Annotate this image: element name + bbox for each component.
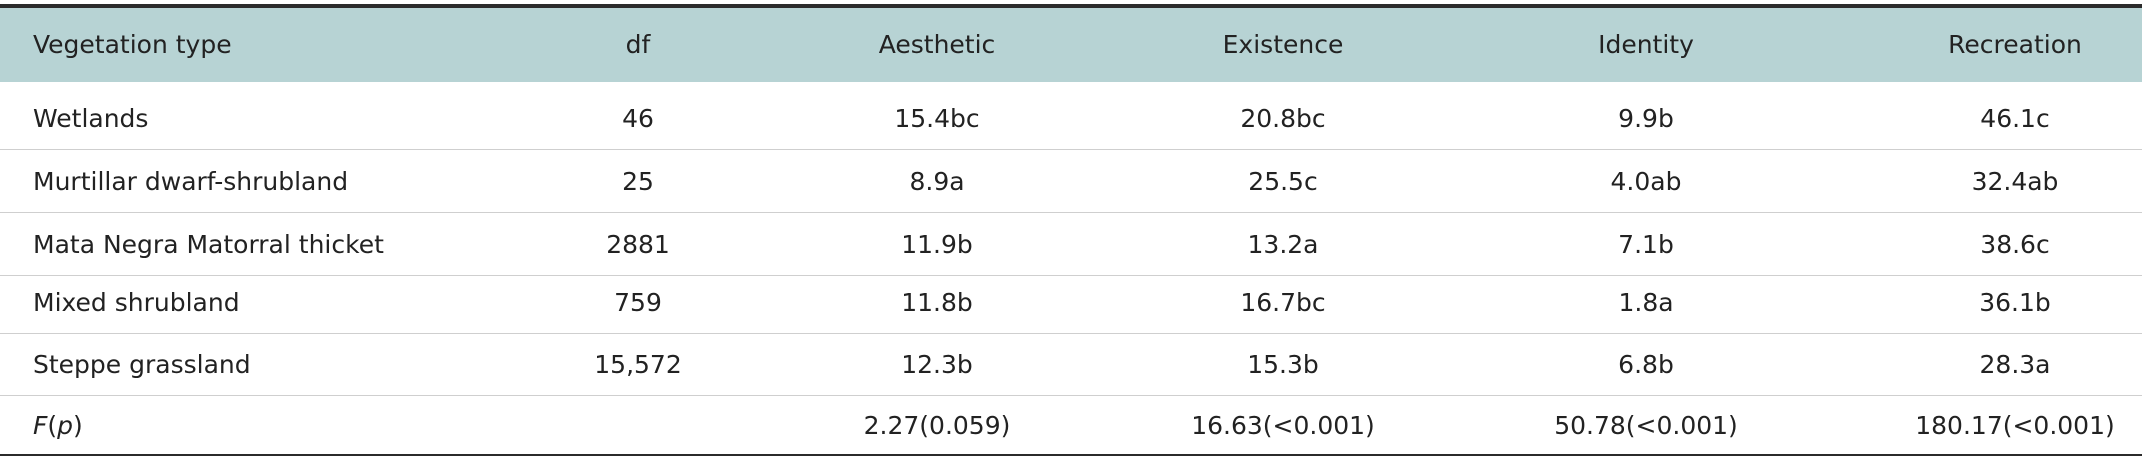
column-header: Existence — [1222, 30, 1344, 59]
top-rule — [0, 4, 2142, 8]
column-header: df — [625, 30, 651, 59]
cell: 11.8b — [901, 288, 973, 317]
footer-label-part: ( — [47, 411, 58, 440]
cell: 15,572 — [594, 350, 682, 379]
cell: 25.5c — [1248, 167, 1318, 196]
cell: 16.7bc — [1240, 288, 1326, 317]
cell: 2881 — [606, 230, 670, 259]
cell: 46.1c — [1980, 104, 2050, 133]
footer-cell: 2.27(0.059) — [863, 411, 1011, 440]
cell: 36.1b — [1979, 288, 2051, 317]
column-header: Aesthetic — [878, 30, 996, 59]
column-header: Vegetation type — [33, 30, 232, 59]
cell: 46 — [622, 104, 654, 133]
row-label: Wetlands — [33, 104, 149, 133]
footer-cell: 50.78(<0.001) — [1554, 411, 1738, 440]
row-rule — [0, 333, 2142, 334]
footer-cell: 16.63(<0.001) — [1191, 411, 1375, 440]
cell: 38.6c — [1980, 230, 2050, 259]
column-header: Identity — [1598, 30, 1694, 59]
cell: 20.8bc — [1240, 104, 1326, 133]
cell: 15.3b — [1247, 350, 1319, 379]
cell: 25 — [622, 167, 654, 196]
row-rule — [0, 212, 2142, 213]
header-band — [0, 8, 2142, 82]
row-rule — [0, 149, 2142, 150]
row-label: Mixed shrubland — [33, 288, 240, 317]
footer-cell: 180.17(<0.001) — [1915, 411, 2115, 440]
column-header: Recreation — [1948, 30, 2082, 59]
footer-label-part: p — [57, 411, 74, 440]
cell: 28.3a — [1979, 350, 2051, 379]
cell: 32.4ab — [1971, 167, 2059, 196]
bottom-rule — [0, 454, 2142, 456]
footer-label: F(p) — [33, 411, 83, 441]
cell: 6.8b — [1618, 350, 1674, 379]
footer-label-part: F — [33, 411, 48, 440]
cell: 13.2a — [1247, 230, 1319, 259]
footer-label-part: ) — [73, 411, 83, 440]
cell: 11.9b — [901, 230, 973, 259]
row-rule — [0, 395, 2142, 396]
cell: 15.4bc — [894, 104, 980, 133]
cell: 759 — [614, 288, 662, 317]
cell: 12.3b — [901, 350, 973, 379]
cell: 1.8a — [1618, 288, 1674, 317]
row-rule — [0, 275, 2142, 276]
cell: 4.0ab — [1610, 167, 1682, 196]
cell: 9.9b — [1618, 104, 1674, 133]
row-label: Murtillar dwarf-shrubland — [33, 167, 349, 196]
cell: 8.9a — [909, 167, 965, 196]
cell: 7.1b — [1618, 230, 1674, 259]
row-label: Mata Negra Matorral thicket — [33, 230, 384, 259]
row-label: Steppe grassland — [33, 350, 251, 379]
